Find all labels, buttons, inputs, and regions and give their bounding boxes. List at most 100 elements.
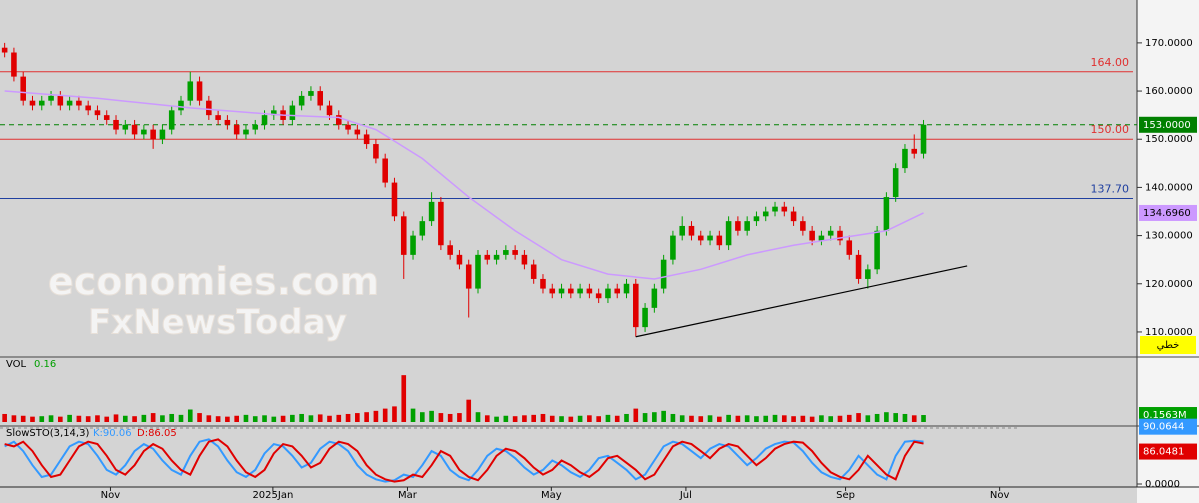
volume-bar <box>911 415 917 422</box>
volume-bar <box>605 414 611 422</box>
volume-bar <box>856 413 861 422</box>
candle-body <box>493 254 500 260</box>
candle-body <box>623 283 630 294</box>
candle-body <box>215 115 221 120</box>
y-tick-label: 110.0000 <box>1145 327 1193 338</box>
candle-body <box>521 254 528 265</box>
volume-bar <box>828 416 834 422</box>
volume-bar <box>401 375 407 422</box>
stoch-line <box>4 438 924 483</box>
x-tick-label: Sep <box>836 490 855 501</box>
candle-body <box>326 105 333 116</box>
volume-bar <box>392 406 397 422</box>
volume-bar <box>280 415 286 422</box>
volume-bar <box>457 413 462 422</box>
candle-body <box>373 144 379 159</box>
candle-body <box>837 230 843 241</box>
candle-body <box>94 110 101 116</box>
candle-body <box>781 206 788 212</box>
volume-bar <box>132 416 137 422</box>
stoch-d-legend: D:86.05 <box>137 428 177 439</box>
candle-body <box>29 100 36 106</box>
candle-body <box>772 206 778 212</box>
candle-body <box>558 288 565 294</box>
volume-bar <box>874 413 880 422</box>
volume-bar <box>11 415 17 422</box>
volume-bar <box>438 413 444 422</box>
volume-bar <box>577 415 583 422</box>
volume-bar <box>781 415 787 422</box>
candle-body <box>159 129 166 140</box>
volume-bar <box>262 415 267 422</box>
stoch-tag <box>1139 443 1197 460</box>
volume-bar <box>336 414 342 422</box>
volume-bar <box>587 415 592 422</box>
candle-body <box>103 115 110 120</box>
volume-bar <box>531 414 537 422</box>
candle-body <box>141 129 147 135</box>
candle-body <box>122 124 129 130</box>
candle-body <box>168 110 175 130</box>
volume-tag-label: 0.1563M <box>1143 410 1187 421</box>
volume-bar <box>290 414 295 422</box>
candle-body <box>76 100 82 106</box>
candle-body <box>707 235 713 241</box>
x-tick-label: May <box>541 490 562 501</box>
candle-body <box>568 288 574 294</box>
volume-bar <box>447 413 453 422</box>
badge-text: خطي <box>1157 340 1180 351</box>
volume-bar <box>95 415 100 422</box>
candle-body <box>317 91 324 106</box>
stoch-line <box>4 438 924 483</box>
candle-body <box>512 250 518 255</box>
candle-body <box>753 216 760 222</box>
volume-bar <box>85 416 91 422</box>
candle-body <box>66 100 73 106</box>
volume-bar <box>689 415 694 422</box>
y-tick-label: 0.0000 <box>1145 479 1180 490</box>
volume-bar <box>744 415 750 422</box>
candle-body <box>827 230 834 236</box>
candle-body <box>595 293 602 299</box>
candle-body <box>456 254 463 265</box>
price-tag-label: 153.0000 <box>1143 120 1191 131</box>
volume-bar <box>345 413 351 422</box>
price-tag <box>1139 116 1197 133</box>
x-axis <box>76 488 1137 503</box>
candle-body <box>670 235 676 260</box>
candle-body <box>549 288 556 294</box>
volume-bar <box>670 413 676 422</box>
candle-body <box>196 81 203 101</box>
candle-body <box>113 119 119 130</box>
volume-bar <box>540 413 546 422</box>
volume-bar <box>735 415 741 422</box>
x-tick-label: Nov <box>990 490 1010 501</box>
volume-bar <box>197 413 202 422</box>
candle-body <box>354 129 361 135</box>
candle-body <box>651 288 658 308</box>
volume-bar <box>596 416 601 422</box>
volume-bar <box>252 416 258 422</box>
candle-body <box>540 278 546 289</box>
volume-bar <box>20 415 26 422</box>
volume-bar <box>160 415 165 422</box>
candle-body <box>178 100 184 111</box>
volume-bar <box>512 416 518 422</box>
candle-body <box>855 254 862 279</box>
candle-body <box>382 158 388 183</box>
volume-bar <box>503 415 509 422</box>
volume-title: VOL <box>6 359 27 370</box>
candle-body <box>1 47 8 53</box>
candle-body <box>660 259 667 289</box>
volume-bar <box>893 413 898 422</box>
volume-bar <box>791 416 796 422</box>
y-tick-label: 140.0000 <box>1145 182 1193 193</box>
volume-bar <box>754 416 759 422</box>
volume-bar <box>466 399 472 422</box>
candle-body <box>605 288 611 299</box>
volume-bar <box>113 414 119 422</box>
volume-bar <box>410 408 416 422</box>
badge <box>1140 336 1196 354</box>
stoch-tag-label: 90.0644 <box>1143 422 1184 433</box>
